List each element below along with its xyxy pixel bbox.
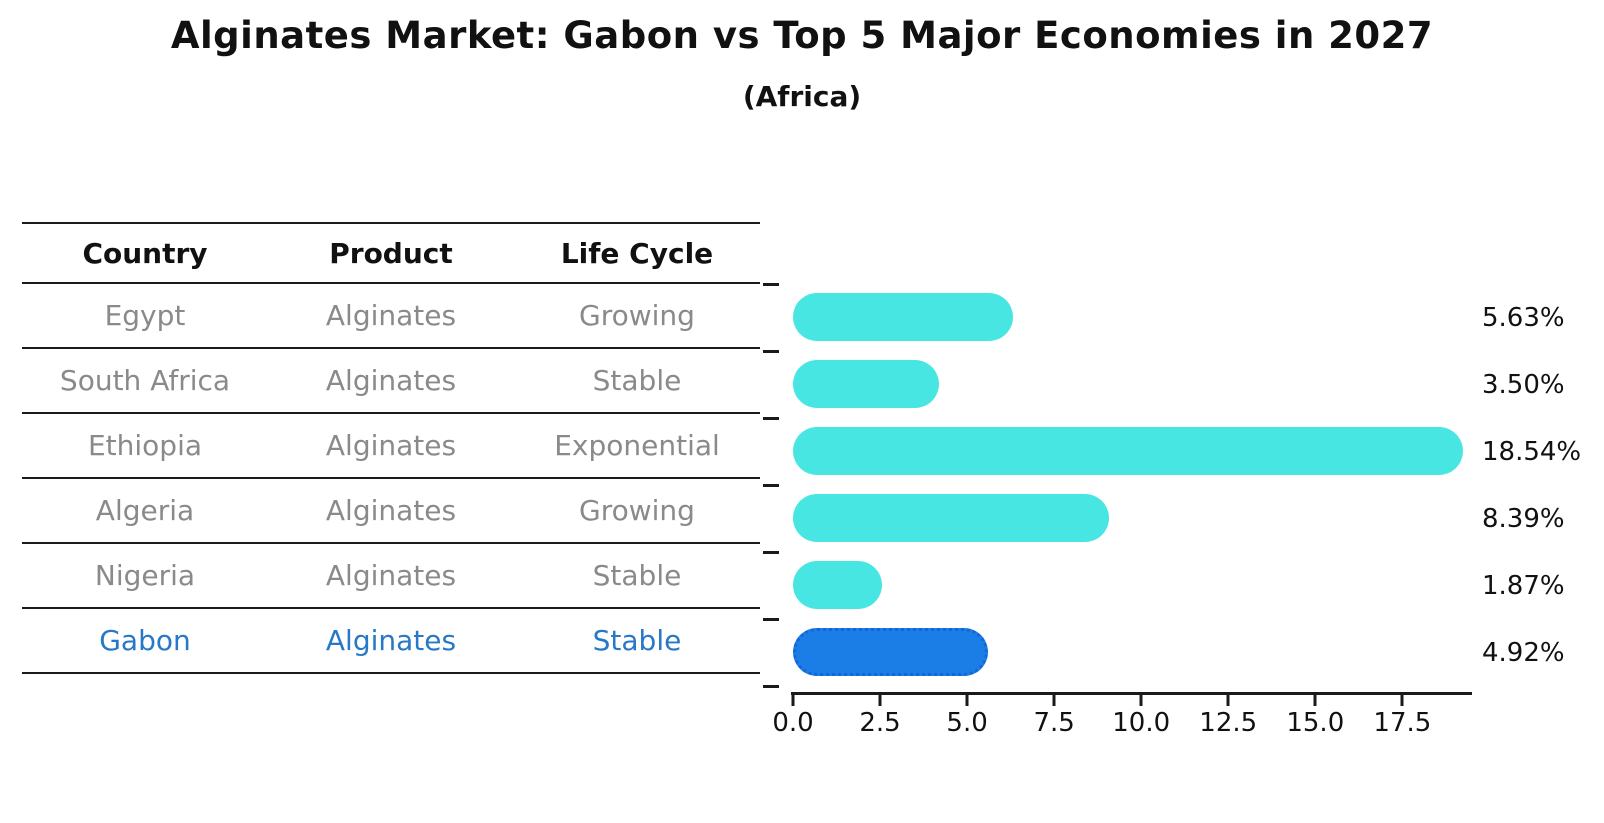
bar-plot-area: 5.63% 3.50% 18.54% 8.39% 1.87% 4.92% (763, 283, 1581, 688)
value-label: 4.92% (1482, 637, 1565, 668)
cell-life-cycle: Growing (579, 494, 695, 527)
x-axis-tick (1226, 695, 1230, 706)
cell-country: Algeria (95, 494, 195, 527)
x-tick-label: 7.5 (1033, 708, 1075, 738)
cell-product: Alginates (325, 299, 457, 332)
bar-row: 8.39% (793, 485, 1565, 552)
header-cell-country: Country (82, 236, 208, 270)
cell-product: Alginates (325, 429, 457, 462)
value-label: 3.50% (1482, 369, 1565, 400)
cell-product: Alginates (325, 559, 457, 592)
value-label: 1.87% (1482, 570, 1565, 601)
x-tick-label: 2.5 (859, 708, 901, 738)
cell-life-cycle: Stable (592, 559, 682, 592)
cell-product: Alginates (325, 624, 457, 657)
x-tick-label: 17.5 (1373, 708, 1432, 738)
value-label: 18.54% (1482, 436, 1582, 467)
x-tick-label: 10.0 (1112, 708, 1171, 738)
y-axis-tick (763, 685, 779, 688)
x-axis-tick (1313, 695, 1317, 706)
cell-product: Alginates (325, 494, 457, 527)
bar-row: 5.63% (793, 284, 1565, 351)
chart-subtitle: (Africa) (742, 80, 862, 113)
cell-life-cycle: Stable (592, 624, 682, 657)
y-axis-tick (763, 283, 779, 286)
x-tick-label: 5.0 (946, 708, 988, 738)
cell-country: Gabon (99, 624, 191, 657)
bar-algeria (793, 494, 1110, 542)
value-label: 8.39% (1482, 503, 1565, 534)
country-info-table: Country Product Life Cycle Egypt Alginat… (22, 222, 760, 674)
cell-life-cycle: Growing (579, 299, 695, 332)
cell-country: Ethiopia (87, 429, 203, 462)
bar-row: 4.92% (793, 619, 1565, 686)
table-row: Egypt Alginates Growing (22, 284, 760, 349)
x-tick-label: 12.5 (1199, 708, 1258, 738)
cell-country: Nigeria (94, 559, 196, 592)
x-tick-label: 0.0 (772, 708, 814, 738)
y-axis-tick (763, 417, 779, 420)
x-axis-tick (1400, 695, 1404, 706)
table-row: Algeria Alginates Growing (22, 479, 760, 544)
x-tick-label: 15.0 (1286, 708, 1345, 738)
header-cell-life-cycle: Life Cycle (560, 236, 714, 270)
bar-nigeria (793, 561, 883, 609)
x-axis-tick (1139, 695, 1143, 706)
cell-life-cycle: Exponential (554, 429, 720, 462)
x-axis-line (791, 692, 1472, 695)
table-row-gabon-highlight: Gabon Alginates Stable (22, 609, 760, 674)
bar-egypt (793, 293, 1014, 341)
table-header-row: Country Product Life Cycle (22, 224, 760, 284)
bar-row: 18.54% (793, 418, 1581, 485)
bar-south-africa (793, 360, 939, 408)
bar-ethiopia (793, 427, 1463, 475)
y-axis-tick (763, 484, 779, 487)
cell-country: Egypt (104, 299, 186, 332)
cell-country: South Africa (59, 364, 231, 397)
bar-gabon-highlight (793, 628, 989, 676)
table-row: South Africa Alginates Stable (22, 349, 760, 414)
bar-row: 3.50% (793, 351, 1565, 418)
header-cell-product: Product (329, 236, 453, 270)
chart-title: Alginates Market: Gabon vs Top 5 Major E… (170, 14, 1434, 57)
x-axis-tick (791, 695, 795, 706)
cell-life-cycle: Stable (592, 364, 682, 397)
table-row: Nigeria Alginates Stable (22, 544, 760, 609)
y-axis-tick (763, 350, 779, 353)
y-axis-tick (763, 551, 779, 554)
cell-product: Alginates (325, 364, 457, 397)
table-row: Ethiopia Alginates Exponential (22, 414, 760, 479)
bar-row: 1.87% (793, 552, 1565, 619)
x-axis-tick (965, 695, 969, 706)
x-axis-tick (878, 695, 882, 706)
x-axis-tick (1052, 695, 1056, 706)
y-axis-tick (763, 618, 779, 621)
value-label: 5.63% (1482, 302, 1565, 333)
